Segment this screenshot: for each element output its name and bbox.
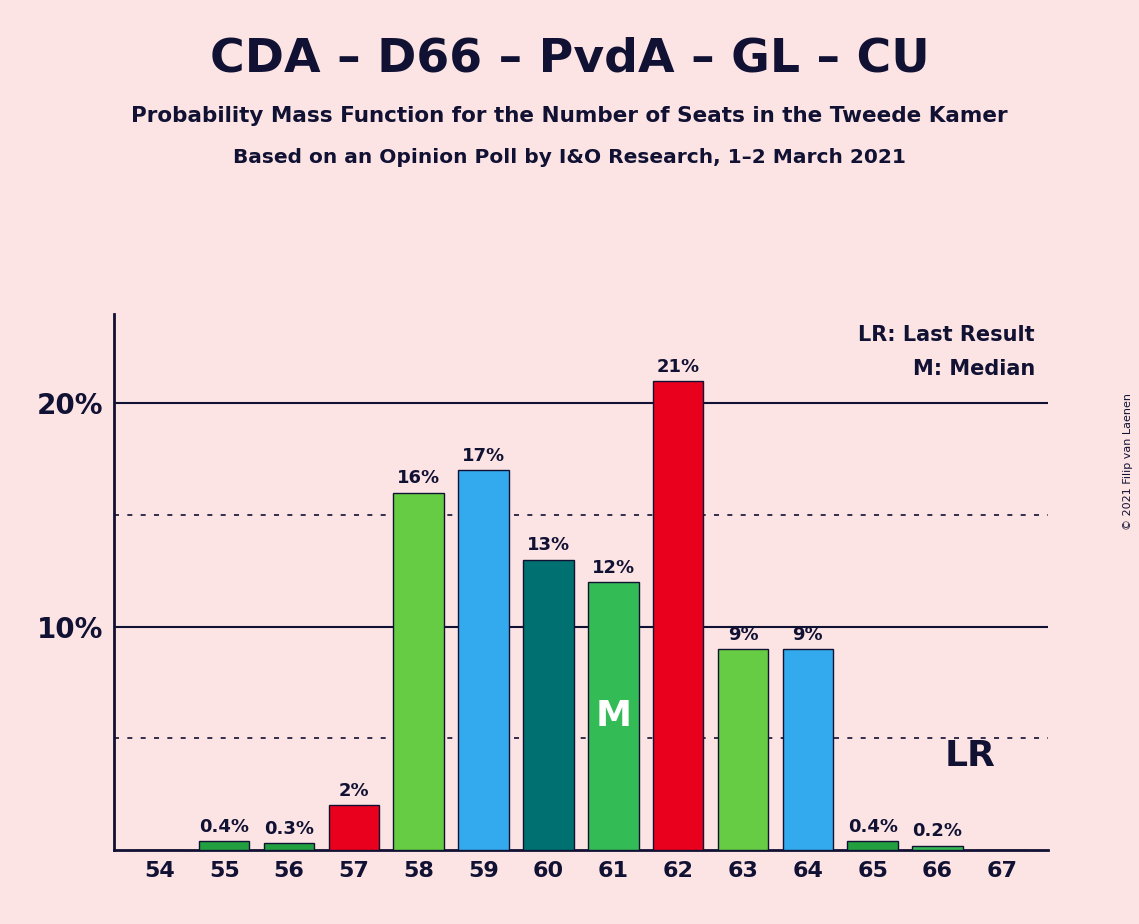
Bar [653, 382, 704, 850]
Text: © 2021 Filip van Laenen: © 2021 Filip van Laenen [1123, 394, 1133, 530]
Bar [718, 649, 769, 850]
Bar [588, 582, 639, 850]
Text: 17%: 17% [462, 447, 506, 465]
Bar [782, 649, 834, 850]
Text: CDA – D66 – PvdA – GL – CU: CDA – D66 – PvdA – GL – CU [210, 37, 929, 82]
Text: Probability Mass Function for the Number of Seats in the Tweede Kamer: Probability Mass Function for the Number… [131, 106, 1008, 127]
Text: LR: Last Result: LR: Last Result [859, 325, 1035, 346]
Text: 9%: 9% [793, 626, 823, 643]
Bar [199, 841, 249, 850]
Text: Based on an Opinion Poll by I&O Research, 1–2 March 2021: Based on an Opinion Poll by I&O Research… [233, 148, 906, 167]
Bar [328, 806, 379, 850]
Text: 0.4%: 0.4% [847, 818, 898, 835]
Bar [847, 841, 898, 850]
Text: 0.2%: 0.2% [912, 822, 962, 840]
Text: 0.3%: 0.3% [264, 820, 314, 838]
Text: 21%: 21% [656, 358, 699, 375]
Text: 13%: 13% [527, 536, 570, 554]
Text: 0.4%: 0.4% [199, 818, 249, 835]
Text: 12%: 12% [592, 558, 634, 577]
Text: M: M [596, 699, 631, 733]
Bar [264, 844, 314, 850]
Bar [523, 560, 574, 850]
Text: LR: LR [944, 739, 995, 773]
Bar [393, 492, 444, 850]
Text: 9%: 9% [728, 626, 759, 643]
Bar [458, 470, 509, 850]
Text: 16%: 16% [398, 469, 441, 487]
Text: 2%: 2% [338, 782, 369, 800]
Bar [912, 845, 962, 850]
Text: M: Median: M: Median [912, 359, 1035, 379]
